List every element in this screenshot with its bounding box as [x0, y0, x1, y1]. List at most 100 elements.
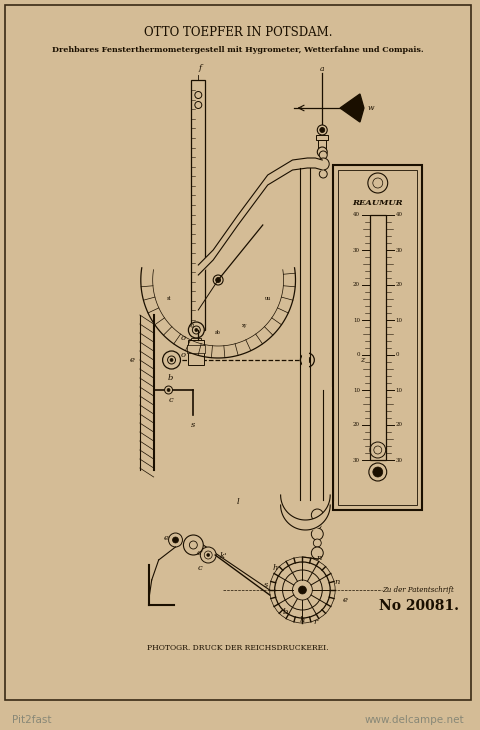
Circle shape	[312, 547, 323, 559]
Text: 20: 20	[396, 423, 403, 428]
Text: e: e	[164, 534, 169, 542]
Circle shape	[163, 351, 180, 369]
Text: OTTO TOEPFER IN POTSDAM.: OTTO TOEPFER IN POTSDAM.	[144, 26, 332, 39]
Text: Drehbares Fensterthermometergestell mit Hygrometer, Wetterfahne und Compais.: Drehbares Fensterthermometergestell mit …	[52, 46, 424, 54]
Circle shape	[320, 128, 325, 133]
Circle shape	[283, 570, 322, 610]
Text: c': c'	[197, 549, 204, 557]
Text: k': k'	[219, 552, 227, 560]
Text: 10: 10	[396, 318, 403, 323]
Circle shape	[168, 533, 182, 547]
Text: h: h	[300, 616, 305, 624]
Text: www.delcampe.net: www.delcampe.net	[364, 715, 464, 725]
Text: REAUMUR: REAUMUR	[352, 199, 403, 207]
Bar	[192, 338, 201, 343]
Text: r: r	[313, 618, 317, 626]
Circle shape	[190, 541, 197, 549]
Circle shape	[207, 553, 210, 556]
Text: 10: 10	[396, 388, 403, 393]
Circle shape	[299, 586, 306, 594]
Circle shape	[374, 446, 382, 454]
Text: 40: 40	[396, 212, 403, 218]
Circle shape	[172, 537, 179, 543]
Text: 0: 0	[357, 353, 360, 358]
Text: Zu der Patentschrift: Zu der Patentschrift	[382, 586, 454, 594]
Bar	[338, 170, 418, 505]
Circle shape	[183, 535, 203, 555]
Text: o: o	[181, 351, 186, 359]
Text: No 20081.: No 20081.	[379, 599, 459, 613]
Text: ab: ab	[215, 331, 221, 336]
Circle shape	[312, 509, 323, 521]
Circle shape	[319, 151, 327, 159]
Circle shape	[313, 521, 321, 529]
Text: f: f	[199, 64, 202, 72]
Text: 20: 20	[353, 423, 360, 428]
Text: c: c	[168, 396, 173, 404]
Circle shape	[317, 147, 327, 157]
Circle shape	[319, 170, 327, 178]
Circle shape	[167, 388, 170, 391]
Text: s: s	[264, 581, 268, 589]
Text: PHOTOGR. DRUCK DER REICHSDRUCKEREI.: PHOTOGR. DRUCK DER REICHSDRUCKEREI.	[147, 644, 329, 652]
Circle shape	[373, 178, 383, 188]
Bar	[370, 215, 386, 460]
Circle shape	[192, 326, 200, 334]
Bar	[333, 165, 422, 510]
Circle shape	[313, 539, 321, 547]
Text: s: s	[191, 421, 195, 429]
Text: e: e	[130, 356, 134, 364]
Circle shape	[165, 386, 172, 394]
Bar	[318, 140, 326, 148]
Circle shape	[304, 357, 311, 363]
Text: e: e	[343, 596, 348, 604]
Text: a: a	[320, 65, 324, 73]
Bar	[187, 345, 205, 353]
Text: z: z	[360, 356, 364, 364]
Text: Pit2fast: Pit2fast	[12, 715, 51, 725]
Circle shape	[300, 353, 314, 367]
Circle shape	[317, 158, 329, 170]
Text: st: st	[167, 296, 171, 301]
Circle shape	[195, 328, 198, 331]
Circle shape	[188, 322, 204, 338]
Polygon shape	[340, 94, 364, 122]
Text: 10: 10	[353, 388, 360, 393]
Circle shape	[168, 356, 176, 364]
Circle shape	[373, 467, 383, 477]
Bar	[316, 135, 328, 140]
Text: h: h	[273, 564, 278, 572]
Text: uu: uu	[264, 296, 271, 301]
Circle shape	[216, 277, 221, 283]
Text: 30: 30	[353, 247, 360, 253]
Text: n: n	[335, 578, 340, 586]
Circle shape	[369, 463, 387, 481]
Text: b: b	[283, 608, 288, 616]
Bar	[191, 340, 202, 358]
Text: w: w	[368, 104, 374, 112]
Text: n: n	[317, 554, 322, 562]
Text: 30: 30	[353, 458, 360, 463]
Text: 0: 0	[396, 353, 399, 358]
Circle shape	[275, 562, 330, 618]
Text: 10: 10	[353, 318, 360, 323]
Circle shape	[195, 91, 202, 99]
Text: l: l	[237, 498, 240, 506]
Circle shape	[312, 528, 323, 540]
Text: o: o	[181, 334, 186, 342]
Text: c: c	[198, 564, 203, 572]
Circle shape	[204, 551, 212, 559]
Text: 40: 40	[353, 212, 360, 218]
Circle shape	[292, 580, 312, 600]
Circle shape	[195, 101, 202, 109]
Circle shape	[200, 547, 216, 563]
Text: fg: fg	[189, 323, 194, 328]
Text: 30: 30	[396, 458, 403, 463]
Bar	[188, 340, 204, 365]
Circle shape	[170, 358, 173, 361]
Text: xy: xy	[241, 323, 247, 328]
Circle shape	[213, 275, 223, 285]
Circle shape	[317, 125, 327, 135]
Text: 20: 20	[396, 283, 403, 288]
Text: 30: 30	[396, 247, 403, 253]
